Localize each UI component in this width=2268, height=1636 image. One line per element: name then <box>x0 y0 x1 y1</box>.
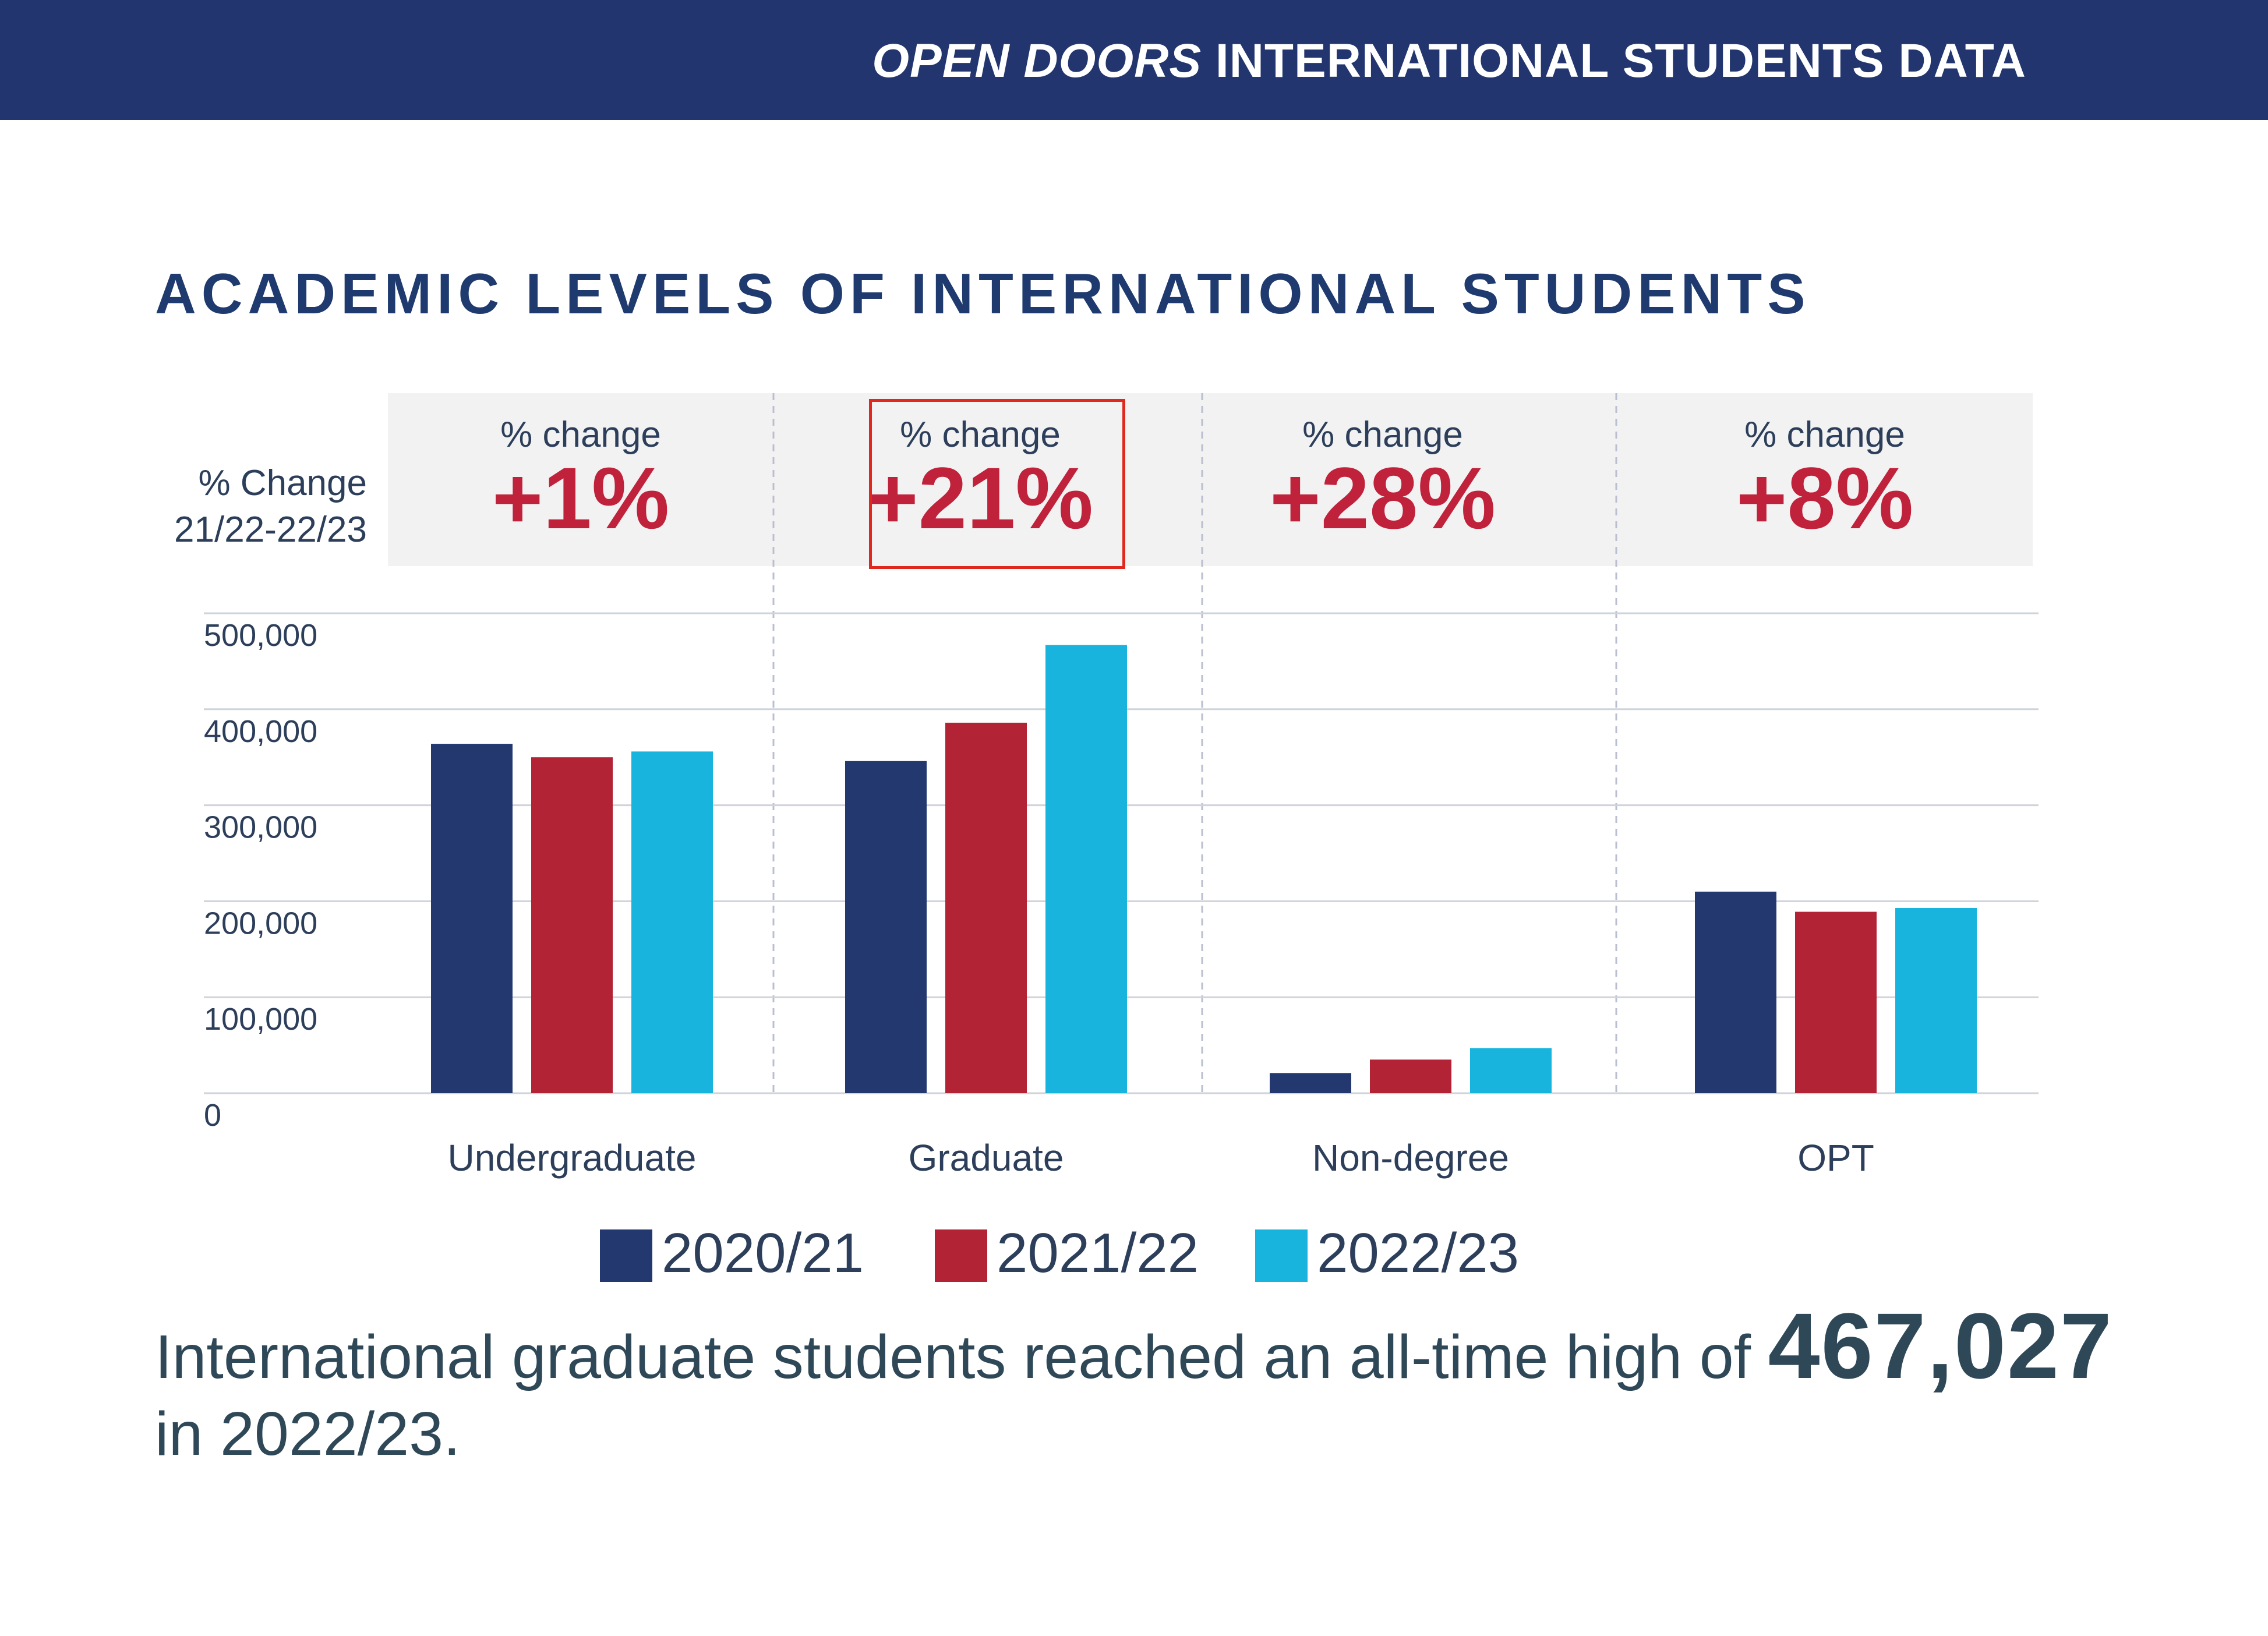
chart-title: ACADEMIC LEVELS OF INTERNATIONAL STUDENT… <box>155 262 1811 326</box>
bar-undergraduate-2021-22 <box>531 757 613 1093</box>
bar-opt-2022-23 <box>1895 907 1977 1093</box>
footer-text-after: in 2022/23. <box>155 1400 461 1468</box>
y-tick-label: 500,000 <box>204 618 317 653</box>
legend-label: 2022/23 <box>1317 1222 1520 1284</box>
change-cell-undergraduate: % change +1% <box>388 393 773 566</box>
change-cell-value: +21% <box>867 449 1093 547</box>
bar-non-degree-2021-22 <box>1370 1059 1451 1093</box>
header-bar: OPEN DOORS INTERNATIONAL STUDENTS DATA <box>0 0 2268 120</box>
graduate-highlight-box <box>869 399 1125 569</box>
change-cell-value: +8% <box>1736 449 1914 547</box>
bar-undergraduate-2022-23 <box>631 751 713 1093</box>
legend-swatch-2021-22 <box>935 1229 987 1282</box>
bar-non-degree-2020-21 <box>1270 1073 1351 1093</box>
footer-statement: International graduate students reached … <box>155 1299 2135 1472</box>
y-tick-labels: 0 100,000 200,000 300,000 400,000 500,000 <box>204 618 317 1133</box>
x-category-label: Graduate <box>909 1137 1064 1179</box>
legend-swatch-2020-21 <box>600 1229 652 1282</box>
gridlines <box>204 612 2039 1094</box>
x-category-label: Undergraduate <box>448 1137 697 1179</box>
bar-opt-2020-21 <box>1695 891 1776 1093</box>
change-cell-small: % change <box>1302 415 1463 455</box>
change-cell-value: +28% <box>1270 449 1496 547</box>
change-band: % change +1% % change +21% % change +28%… <box>388 393 2033 566</box>
change-row-label-line1: % Change <box>198 463 367 503</box>
bar-non-degree-2022-23 <box>1470 1048 1552 1093</box>
change-cell-opt: % change +8% <box>1617 393 2033 566</box>
y-tick-label: 300,000 <box>204 810 317 845</box>
bar-opt-2021-22 <box>1795 911 1877 1093</box>
legend-label: 2021/22 <box>997 1222 1199 1284</box>
y-tick-label: 0 <box>204 1098 221 1133</box>
bar-undergraduate-2020-21 <box>431 744 513 1093</box>
header-title-rest: INTERNATIONAL STUDENTS DATA <box>1215 34 2026 87</box>
bars <box>431 645 1977 1093</box>
legend-label: 2020/21 <box>662 1222 864 1284</box>
change-cell-small: % change <box>1744 415 1905 455</box>
header-title: OPEN DOORS INTERNATIONAL STUDENTS DATA <box>872 34 2026 89</box>
legend-swatch-2022-23 <box>1255 1229 1308 1282</box>
bar-graduate-2022-23 <box>1045 645 1127 1093</box>
y-tick-label: 400,000 <box>204 714 317 749</box>
x-category-labels: Undergraduate Graduate Non-degree OPT <box>448 1137 1874 1179</box>
change-cell-non-degree: % change +28% <box>1201 393 1564 566</box>
header-title-italic: OPEN DOORS <box>872 34 1202 87</box>
change-cell-small: % change <box>900 415 1061 455</box>
y-tick-label: 100,000 <box>204 1002 317 1037</box>
footer-big-number: 467,027 <box>1768 1294 2113 1398</box>
change-cell-value: +1% <box>492 449 670 547</box>
change-row-label-line2: 21/22-22/23 <box>174 510 367 550</box>
x-category-label: OPT <box>1797 1137 1874 1179</box>
change-cell-graduate: % change +21% <box>773 393 1187 566</box>
bar-graduate-2020-21 <box>845 761 927 1093</box>
x-category-label: Non-degree <box>1312 1137 1509 1179</box>
y-tick-label: 200,000 <box>204 906 317 941</box>
footer-text-before: International graduate students reached … <box>155 1323 1768 1391</box>
change-row-label: % Change 21/22-22/23 <box>111 460 367 553</box>
bar-graduate-2021-22 <box>945 722 1027 1093</box>
change-cell-small: % change <box>500 415 661 455</box>
